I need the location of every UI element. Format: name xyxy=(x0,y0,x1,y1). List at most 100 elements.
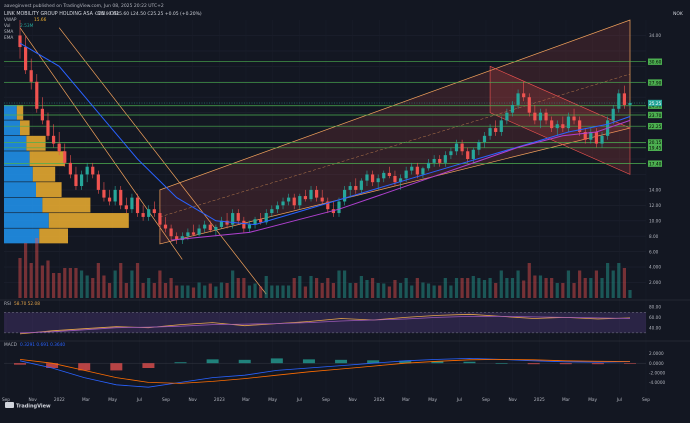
volume-bar xyxy=(270,285,274,298)
candle-body xyxy=(113,189,117,202)
candle-body xyxy=(589,131,593,140)
volume-profile-bar-down xyxy=(36,182,62,198)
currency-label: NOK xyxy=(673,11,684,17)
rsi-tick-label: 80.00 xyxy=(649,305,661,310)
publisher-text: aaveginvest published on TradingView.com… xyxy=(4,3,164,9)
candle-body xyxy=(600,135,604,144)
time-tick-label: 2024 xyxy=(374,397,385,403)
candle-body xyxy=(197,228,201,235)
volume-bar xyxy=(426,283,431,298)
candle-body xyxy=(410,166,414,171)
volume-bar xyxy=(494,283,498,298)
macd-histogram-bar xyxy=(463,361,476,364)
candle-body xyxy=(40,108,44,121)
volume-bar xyxy=(85,275,89,298)
volume-bar xyxy=(175,285,179,298)
candle-body xyxy=(247,224,252,229)
volume-bar xyxy=(393,280,397,298)
last-price-tag xyxy=(648,99,662,107)
volume-bar xyxy=(348,283,352,298)
macd-histogram-bar xyxy=(270,358,283,364)
candle-body xyxy=(393,175,397,183)
candle-body xyxy=(617,93,621,109)
volume-profile-bar-down xyxy=(39,228,68,244)
volume-bar xyxy=(102,275,106,298)
time-tick-label: May xyxy=(108,397,117,403)
time-tick-label: Nov xyxy=(28,397,37,403)
candle-body xyxy=(376,178,380,183)
volume-bar xyxy=(460,278,464,298)
volume-bar xyxy=(505,278,509,298)
volume-bar xyxy=(208,283,212,298)
volume-bar xyxy=(376,283,380,298)
volume-profile-bar-up xyxy=(4,213,49,228)
volume-bar xyxy=(79,270,84,298)
volume-bar xyxy=(533,275,537,298)
level-tag xyxy=(648,160,662,167)
level-tag xyxy=(648,144,662,152)
candle-body xyxy=(203,224,207,229)
time-tick-label: Mar xyxy=(562,397,570,403)
volume-bar xyxy=(180,285,184,298)
volume-profile-bar-down xyxy=(20,120,30,136)
candle-body xyxy=(107,197,112,202)
macd-histogram-bar xyxy=(591,363,604,365)
volume-bar xyxy=(466,278,470,298)
volume-bar xyxy=(315,278,319,298)
volume-bar xyxy=(589,278,593,298)
candle-body xyxy=(163,224,168,229)
volume-bar xyxy=(74,268,78,298)
volume-profile-bar-down xyxy=(48,213,129,228)
volume-profile-bar-up xyxy=(4,228,40,244)
ohlc-values: O25.00 H25.60 L24.50 C25.25 +0.05 (+0.20… xyxy=(95,11,202,17)
volume-bar xyxy=(29,263,33,298)
candle-body xyxy=(398,178,403,183)
price-tick-label: 6.00 xyxy=(649,249,659,254)
candle-body xyxy=(231,213,235,225)
macd-histogram-bar xyxy=(14,363,26,365)
candle-body xyxy=(253,219,257,225)
volume-bar xyxy=(488,278,492,298)
volume-bar xyxy=(219,282,224,298)
candle-body xyxy=(370,174,375,183)
candle-body xyxy=(130,197,134,210)
candle-body xyxy=(561,124,565,129)
candle-body xyxy=(365,174,369,181)
macd-histogram-bar xyxy=(302,359,315,364)
volume-bar xyxy=(398,283,403,298)
volume-bar xyxy=(550,278,554,298)
macd-tick-label: 2.0000 xyxy=(649,351,664,356)
time-tick-label: Sep xyxy=(482,397,490,403)
candle-body xyxy=(415,166,419,175)
volume-bar xyxy=(35,238,39,298)
tv-logo-icon xyxy=(5,402,14,408)
time-tick-label: 2022 xyxy=(54,397,65,403)
candle-body xyxy=(225,220,229,225)
ema-label: EMA xyxy=(4,35,13,41)
candle-body xyxy=(443,155,447,163)
level-tag xyxy=(648,122,662,130)
macd-signal-line xyxy=(19,358,631,384)
candle-body xyxy=(303,196,308,200)
volume-bar xyxy=(594,270,599,298)
level-label: 22.25 xyxy=(649,124,662,130)
level-tag xyxy=(648,139,662,146)
volume-bar xyxy=(259,286,263,298)
rsi-title: RSI xyxy=(4,301,11,307)
sma-line xyxy=(19,42,631,226)
candle-body xyxy=(180,236,184,241)
time-tick-label: Mar xyxy=(402,397,410,403)
volume-bar xyxy=(40,265,44,298)
candle-body xyxy=(583,131,587,140)
volume-bar xyxy=(68,268,72,298)
candle-body xyxy=(169,228,173,237)
rsi-pane: 80.00 60.00 40.00 xyxy=(4,305,661,335)
candle-body xyxy=(208,224,212,231)
volume-bar xyxy=(359,276,363,298)
time-tick-label: Sep xyxy=(162,397,170,403)
candle-body xyxy=(544,112,548,121)
candle-body xyxy=(533,112,537,121)
volume-bar xyxy=(561,283,565,298)
macd-line xyxy=(19,357,631,388)
volume-bar xyxy=(57,273,61,298)
